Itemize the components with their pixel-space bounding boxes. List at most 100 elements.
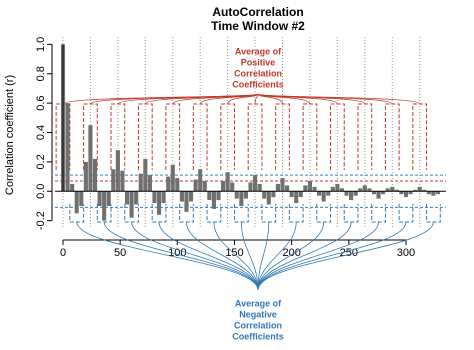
bar bbox=[408, 191, 413, 195]
negative-bracket bbox=[288, 204, 304, 223]
y-tick-label: 0.0 bbox=[35, 184, 47, 199]
bar bbox=[298, 191, 303, 198]
bar bbox=[344, 191, 349, 196]
positive-label: Positive bbox=[241, 57, 276, 67]
bar bbox=[97, 191, 102, 206]
negative-fan bbox=[257, 221, 352, 291]
bar bbox=[403, 191, 409, 198]
negative-fan bbox=[240, 221, 259, 291]
bar bbox=[335, 183, 340, 192]
x-tick-label: 300 bbox=[397, 247, 415, 259]
bar bbox=[431, 191, 436, 196]
bar bbox=[289, 191, 294, 198]
bar bbox=[83, 161, 88, 192]
bar bbox=[312, 186, 317, 192]
negative-fan bbox=[257, 221, 325, 291]
bar bbox=[138, 173, 143, 192]
bar bbox=[207, 191, 212, 201]
negative-fan bbox=[257, 221, 270, 291]
bar bbox=[307, 180, 313, 192]
y-tick-label: 0.4 bbox=[35, 125, 47, 140]
bar bbox=[92, 158, 98, 192]
bar bbox=[74, 191, 79, 214]
bar bbox=[225, 172, 230, 192]
bar bbox=[376, 191, 381, 199]
bar bbox=[353, 191, 358, 196]
negative-bracket bbox=[398, 204, 414, 223]
negative-fan bbox=[103, 221, 259, 291]
x-tick-label: 100 bbox=[168, 247, 186, 259]
negative-fan bbox=[257, 221, 434, 291]
bar bbox=[198, 169, 203, 192]
y-tick-label: 0.6 bbox=[35, 95, 47, 110]
bar bbox=[339, 188, 345, 192]
bar bbox=[243, 191, 248, 199]
positive-fan bbox=[257, 93, 338, 105]
bar bbox=[170, 164, 175, 192]
bar bbox=[221, 180, 226, 192]
x-tick-label: 200 bbox=[282, 247, 300, 259]
negative-bracket bbox=[343, 204, 359, 223]
bar bbox=[179, 191, 184, 202]
bar bbox=[394, 189, 399, 192]
chart-subtitle: Time Window #2 bbox=[211, 19, 305, 33]
negative-fan bbox=[257, 221, 297, 291]
bar bbox=[326, 191, 331, 196]
bar bbox=[134, 191, 139, 205]
bar bbox=[385, 188, 390, 192]
y-axis-label: Correlation coefficient (r) bbox=[4, 75, 16, 195]
negative-fan bbox=[131, 221, 259, 291]
bar bbox=[362, 185, 367, 192]
bar bbox=[70, 183, 75, 192]
bar bbox=[266, 191, 271, 205]
bar bbox=[184, 191, 189, 212]
bar bbox=[239, 191, 244, 206]
negative-fan bbox=[257, 221, 407, 291]
bar bbox=[381, 191, 386, 195]
negative-fan bbox=[76, 221, 259, 291]
negative-fan bbox=[186, 221, 259, 291]
bar bbox=[271, 191, 276, 198]
negative-bracket bbox=[316, 204, 332, 223]
negative-bracket bbox=[233, 204, 249, 223]
positive-label: Coefficients bbox=[232, 79, 284, 89]
bar bbox=[161, 191, 166, 204]
positive-fan bbox=[254, 93, 259, 105]
bar bbox=[211, 191, 216, 209]
bar bbox=[202, 180, 207, 192]
bar bbox=[390, 186, 395, 192]
bar bbox=[399, 191, 404, 195]
bar bbox=[330, 186, 335, 192]
bar bbox=[124, 191, 130, 205]
bar bbox=[175, 178, 180, 192]
negative-label: Coefficients bbox=[232, 331, 284, 341]
bar bbox=[367, 188, 372, 192]
bar bbox=[349, 191, 354, 201]
negative-bracket bbox=[371, 204, 386, 223]
bar bbox=[129, 191, 134, 218]
y-tick-label: 0.2 bbox=[35, 154, 47, 169]
bar bbox=[262, 191, 267, 199]
bar bbox=[417, 186, 422, 192]
bar bbox=[147, 175, 152, 192]
bar bbox=[216, 191, 221, 201]
negative-fan bbox=[257, 221, 379, 291]
bar bbox=[317, 191, 322, 196]
bar bbox=[88, 125, 93, 192]
bar bbox=[106, 191, 111, 206]
bar bbox=[156, 191, 162, 215]
bar bbox=[280, 178, 285, 192]
bar bbox=[143, 158, 148, 192]
negative-bracket bbox=[261, 204, 277, 223]
bar bbox=[152, 191, 157, 204]
negative-label: Average of bbox=[235, 298, 282, 308]
negative-fan bbox=[213, 221, 259, 291]
bar bbox=[303, 185, 308, 192]
bar bbox=[115, 150, 120, 192]
bar bbox=[275, 183, 280, 192]
bar bbox=[188, 191, 194, 202]
y-tick-label: -0.2 bbox=[35, 211, 47, 230]
bar bbox=[435, 191, 441, 195]
bar bbox=[426, 191, 431, 195]
